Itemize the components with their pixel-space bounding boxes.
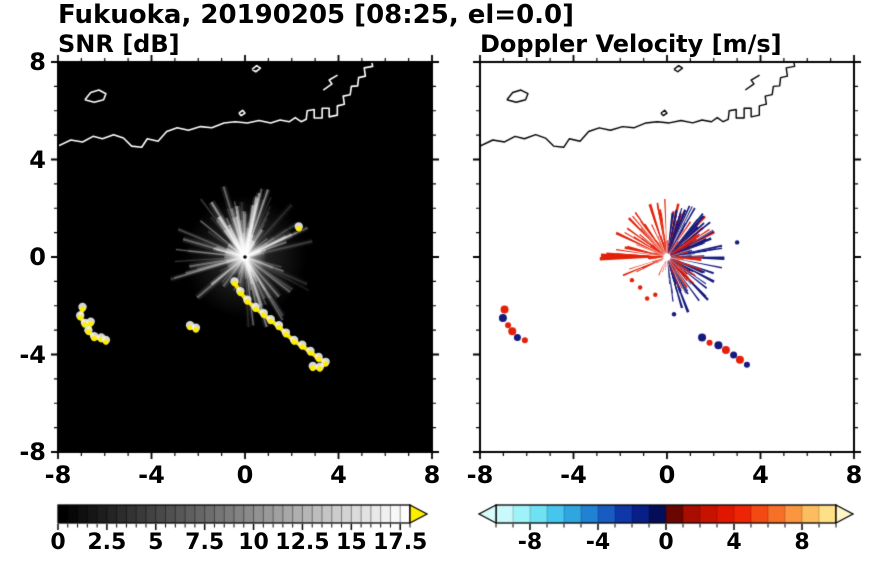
snr-panel-plot: [46, 50, 444, 464]
snr-x-tick-label: 0: [236, 461, 254, 489]
y-tick-label: 0: [29, 243, 46, 271]
snr-colorbar-tick-label: 15: [336, 530, 367, 555]
snr-colorbar: [50, 501, 440, 541]
y-tick-label: -8: [19, 438, 46, 466]
y-tick-label: 8: [29, 48, 46, 76]
y-tick-label: 4: [29, 145, 46, 174]
snr-x-tick-label: -4: [138, 461, 165, 489]
velocity-colorbar-tick-label: 4: [726, 530, 742, 555]
snr-colorbar-tick-label: 5: [148, 530, 164, 555]
velocity-x-tick-label: 0: [658, 461, 676, 489]
velocity-x-tick-label: -4: [560, 461, 587, 489]
velocity-colorbar-tick-label: -8: [517, 530, 543, 555]
velocity-x-tick-label: -8: [466, 461, 494, 489]
snr-x-tick-label: 4: [330, 461, 347, 489]
velocity-x-tick-label: 8: [845, 461, 863, 489]
velocity-colorbar-tick-label: 0: [658, 530, 674, 555]
velocity-x-tick-label: 4: [752, 461, 769, 489]
snr-colorbar-tick-label: 2.5: [87, 530, 127, 555]
snr-colorbar-tick-label: 12.5: [275, 530, 330, 555]
snr-x-tick-label: -8: [44, 461, 72, 489]
y-tick-label: -4: [19, 340, 46, 369]
snr-x-tick-label: 8: [423, 461, 441, 489]
velocity-colorbar-tick-label: 8: [794, 530, 810, 555]
snr-colorbar-tick-label: 0: [50, 530, 66, 555]
velocity-panel-plot: [468, 50, 866, 464]
snr-colorbar-tick-label: 10: [238, 530, 269, 555]
snr-colorbar-tick-label: 17.5: [373, 530, 428, 555]
velocity-colorbar: [470, 501, 862, 541]
velocity-colorbar-tick-label: -4: [585, 530, 611, 555]
snr-colorbar-tick-label: 7.5: [185, 530, 225, 555]
figure-title: Fukuoka, 20190205 [08:25, el=0.0]: [58, 0, 575, 30]
